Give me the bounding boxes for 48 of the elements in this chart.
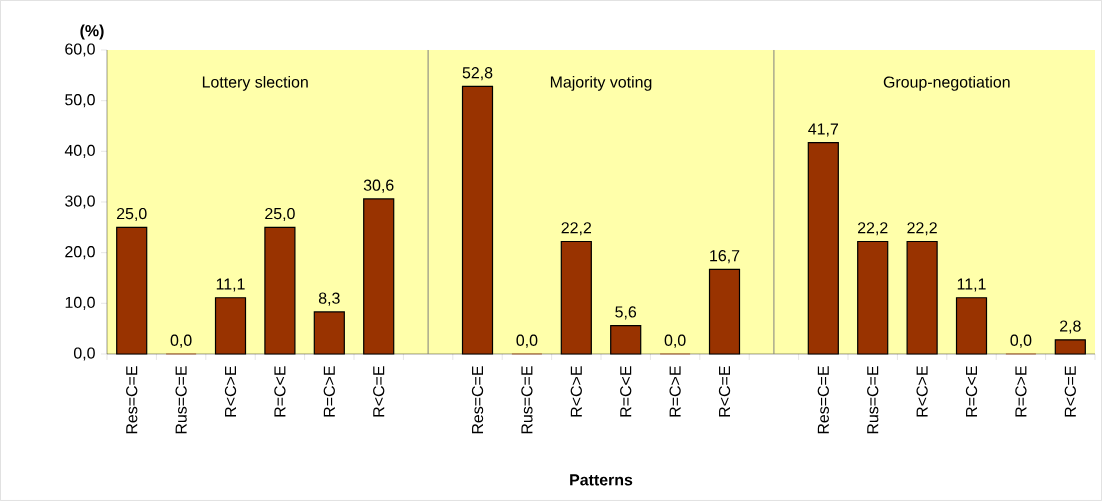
data-label: 0,0 bbox=[664, 334, 686, 348]
data-label: 5,6 bbox=[615, 306, 637, 320]
annotation: Majority voting bbox=[550, 76, 652, 91]
x-tick-label: R<C=E bbox=[1064, 366, 1076, 417]
y-tick-label: 50,0 bbox=[65, 94, 95, 108]
x-tick-label: Rus=C=E bbox=[867, 366, 879, 434]
x-tick-label: Res=C=E bbox=[471, 366, 484, 434]
y-tick-label: 30,0 bbox=[65, 195, 95, 209]
annotation: Lottery slection bbox=[202, 76, 308, 91]
x-tick-label: R<C>E bbox=[570, 366, 582, 417]
y-tick-label: 20,0 bbox=[65, 246, 95, 260]
data-label: 25,0 bbox=[116, 207, 147, 222]
data-label: 11,1 bbox=[216, 278, 245, 292]
y-axis-title: (%) bbox=[80, 24, 104, 40]
x-tick-label: R<C=E bbox=[718, 366, 731, 417]
data-label: 0,0 bbox=[170, 334, 192, 348]
data-label: 11,1 bbox=[957, 278, 986, 292]
y-tick-label: 40,0 bbox=[64, 144, 95, 158]
data-label: 16,7 bbox=[710, 250, 740, 264]
x-tick-label: Rus=C=E bbox=[521, 366, 533, 434]
x-tick-label: R=C>E bbox=[1015, 366, 1027, 417]
y-tick-label: 0,0 bbox=[73, 347, 95, 361]
annotation: Group-negotiation bbox=[883, 76, 1010, 91]
data-label: 0,0 bbox=[1010, 334, 1032, 348]
y-tick-label: 60,0 bbox=[65, 43, 95, 57]
x-axis-title: Patterns bbox=[570, 474, 633, 486]
data-label: 8,3 bbox=[318, 292, 340, 306]
x-tick-label: R=C>E bbox=[669, 366, 681, 417]
data-label: 22,2 bbox=[907, 222, 937, 236]
x-tick-label: Rus=C=E bbox=[175, 366, 187, 434]
x-tick-label: R=C<E bbox=[620, 366, 632, 417]
x-tick-label: R=C>E bbox=[323, 366, 335, 417]
x-tick-label: Res=C=E bbox=[126, 366, 138, 434]
x-tick-label: R<C>E bbox=[916, 366, 928, 417]
y-tick-label: 10,0 bbox=[65, 296, 95, 310]
x-tick-label: R<C=E bbox=[373, 366, 385, 417]
x-tick-label: R<C>E bbox=[224, 366, 237, 417]
data-label: 25,0 bbox=[265, 207, 295, 222]
data-label: 0,0 bbox=[516, 334, 538, 348]
x-tick-label: R=C<E bbox=[274, 366, 286, 417]
x-tick-label: Res=C=E bbox=[817, 366, 829, 434]
data-label: 22,2 bbox=[857, 222, 888, 236]
data-label: 2,8 bbox=[1060, 320, 1081, 334]
data-label: 41,7 bbox=[808, 123, 839, 137]
data-label: 22,2 bbox=[561, 222, 592, 236]
data-label: 52,8 bbox=[462, 67, 493, 81]
x-tick-label: R=C<E bbox=[965, 366, 978, 417]
data-label: 30,6 bbox=[363, 179, 394, 193]
